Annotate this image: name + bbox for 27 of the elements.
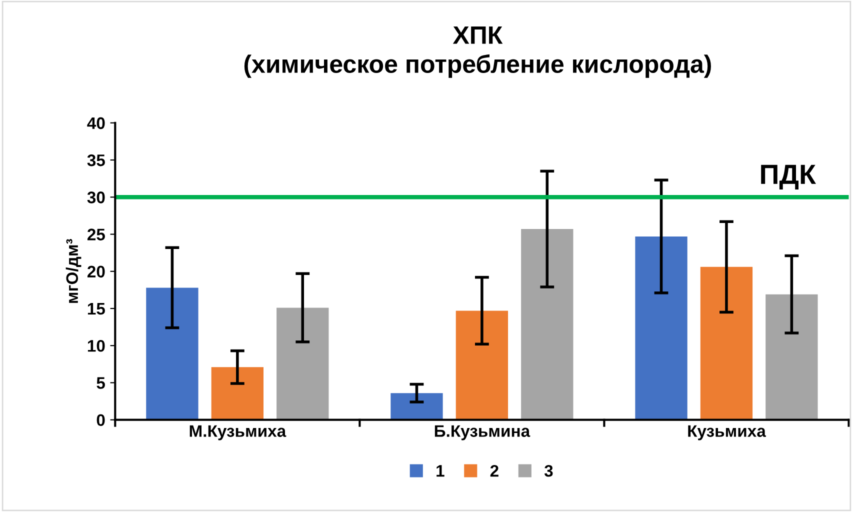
ref-line-label: ПДК bbox=[761, 164, 816, 190]
y-tick-label: 35 bbox=[87, 154, 105, 166]
legend-label: 3 bbox=[544, 464, 553, 477]
bar bbox=[700, 266, 753, 420]
y-tick-label: 20 bbox=[87, 266, 105, 278]
bar bbox=[635, 236, 688, 420]
bar bbox=[146, 288, 198, 420]
y-tick-label: 10 bbox=[88, 340, 105, 352]
x-tick-label: Кузьмиха bbox=[688, 425, 766, 440]
y-tick-label: 0 bbox=[96, 414, 105, 426]
legend-label: 2 bbox=[490, 464, 498, 477]
chart-title: ХПК (химическое потребление кислорода) bbox=[244, 26, 711, 78]
x-tick-label: Б.Кузьмина bbox=[434, 425, 530, 440]
y-axis-title: мгО/дм³ bbox=[66, 239, 82, 303]
legend-label: 1 bbox=[436, 465, 444, 477]
bar bbox=[276, 308, 329, 420]
y-tick-label: 15 bbox=[88, 303, 105, 315]
bar bbox=[456, 310, 508, 420]
bar bbox=[521, 229, 574, 420]
x-tick-label: М.Кузьмиха bbox=[190, 425, 286, 440]
bar bbox=[390, 393, 443, 420]
bar bbox=[211, 367, 264, 420]
y-tick-label: 5 bbox=[96, 377, 105, 389]
bar bbox=[766, 294, 818, 420]
y-tick-label: 25 bbox=[87, 228, 105, 240]
y-tick-label: 40 bbox=[87, 117, 105, 130]
y-tick-label: 30 bbox=[87, 192, 105, 204]
